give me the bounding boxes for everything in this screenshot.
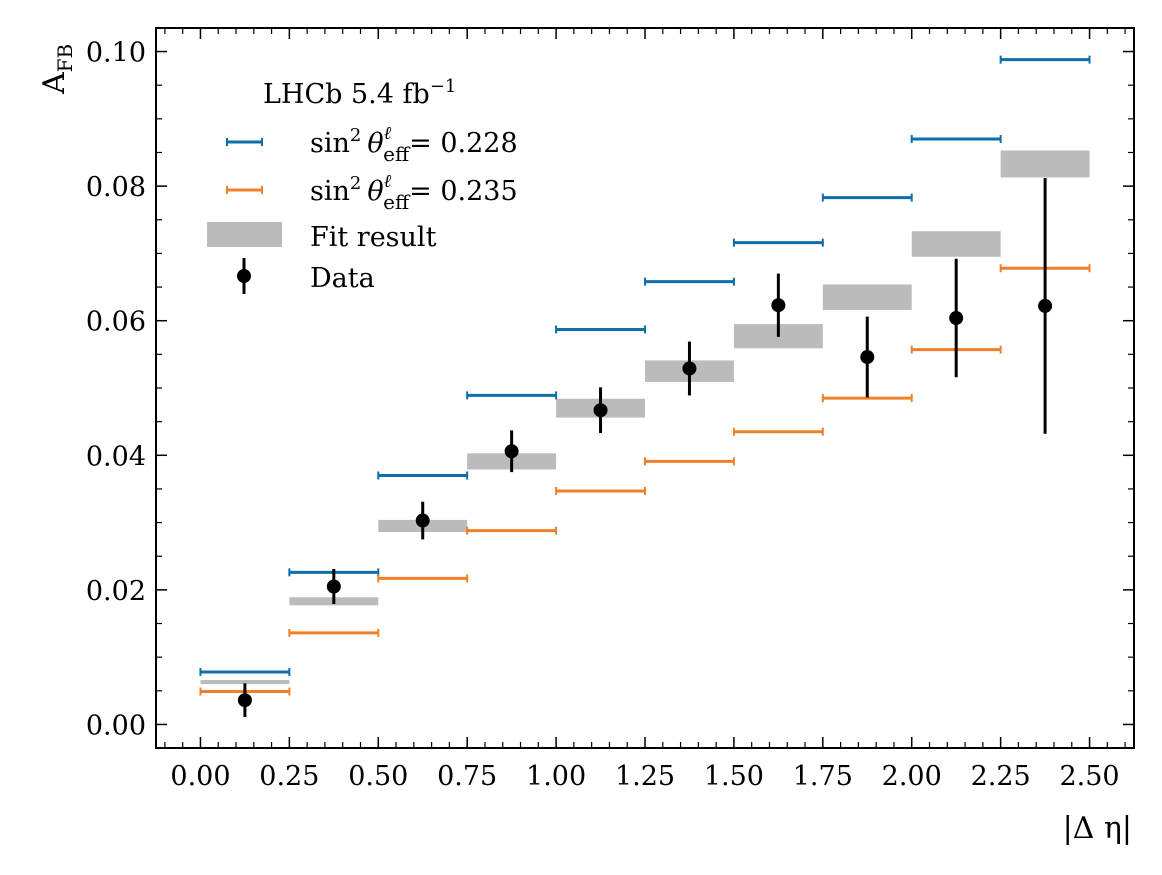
data-point — [326, 579, 341, 594]
legend-label-data: Data — [310, 263, 375, 294]
y-tick-label: 0.04 — [86, 441, 146, 472]
x-tick-label: 1.00 — [526, 761, 586, 792]
legend-label-sin228: sin2 θℓ eff= 0.228 — [310, 123, 518, 166]
x-tick-label: 1.50 — [704, 761, 764, 792]
data-series — [237, 178, 1053, 718]
x-tick-label: 0.75 — [437, 761, 497, 792]
data-point — [504, 444, 519, 459]
fit-band — [200, 680, 290, 685]
y-tick-label: 0.10 — [86, 38, 146, 69]
plot-frame — [155, 27, 1135, 749]
tick-labels: 0.00 0.25 0.50 0.75 1.00 1.25 1.50 1.75 2.00 2.25… — [86, 38, 1120, 792]
legend-item-sin228: sin2 θℓ eff= 0.228 — [226, 123, 518, 166]
fit-band — [1000, 150, 1090, 178]
y-axis-label: AFB — [37, 44, 77, 95]
data-point — [415, 513, 430, 528]
x-tick-label: 1.75 — [793, 761, 853, 792]
x-tick-label: 1.25 — [615, 761, 675, 792]
x-axis-label: |Δ η| — [1063, 811, 1132, 846]
data-point — [237, 693, 252, 708]
legend: LHCb 5.4 fb−1 sin2 θℓ eff= 0.228 sin2 θℓ eff… — [207, 76, 518, 294]
y-tick-label: 0.08 — [86, 172, 146, 203]
legend-label-sin235: sin2 θℓ eff= 0.235 — [310, 171, 518, 214]
data-point — [1038, 298, 1053, 313]
data-point — [949, 311, 964, 326]
fit-band — [911, 231, 1001, 257]
legend-marker-data-point — [237, 269, 251, 283]
data-point — [860, 350, 875, 365]
legend-item-data: Data — [237, 258, 375, 294]
data-point — [682, 361, 697, 376]
legend-label-fit: Fit result — [310, 222, 437, 253]
axis-ticks — [156, 28, 1134, 748]
x-tick-label: 0.25 — [259, 761, 319, 792]
x-tick-label: 0.50 — [348, 761, 408, 792]
data-point — [771, 298, 786, 313]
x-tick-label: 2.00 — [882, 761, 942, 792]
y-tick-label: 0.06 — [86, 307, 146, 338]
x-tick-label: 2.25 — [971, 761, 1031, 792]
data-point — [593, 403, 608, 418]
x-tick-label: 2.50 — [1059, 761, 1119, 792]
y-tick-label: 0.02 — [86, 576, 146, 607]
legend-item-sin235: sin2 θℓ eff= 0.235 — [226, 171, 518, 214]
y-tick-label: 0.00 — [86, 710, 146, 741]
fit-result-series — [200, 150, 1090, 685]
legend-title: LHCb 5.4 fb−1 — [263, 76, 456, 110]
fit-band — [822, 284, 912, 310]
x-tick-label: 0.00 — [170, 761, 230, 792]
legend-item-fit: Fit result — [207, 222, 437, 253]
legend-marker-fit — [207, 222, 282, 247]
